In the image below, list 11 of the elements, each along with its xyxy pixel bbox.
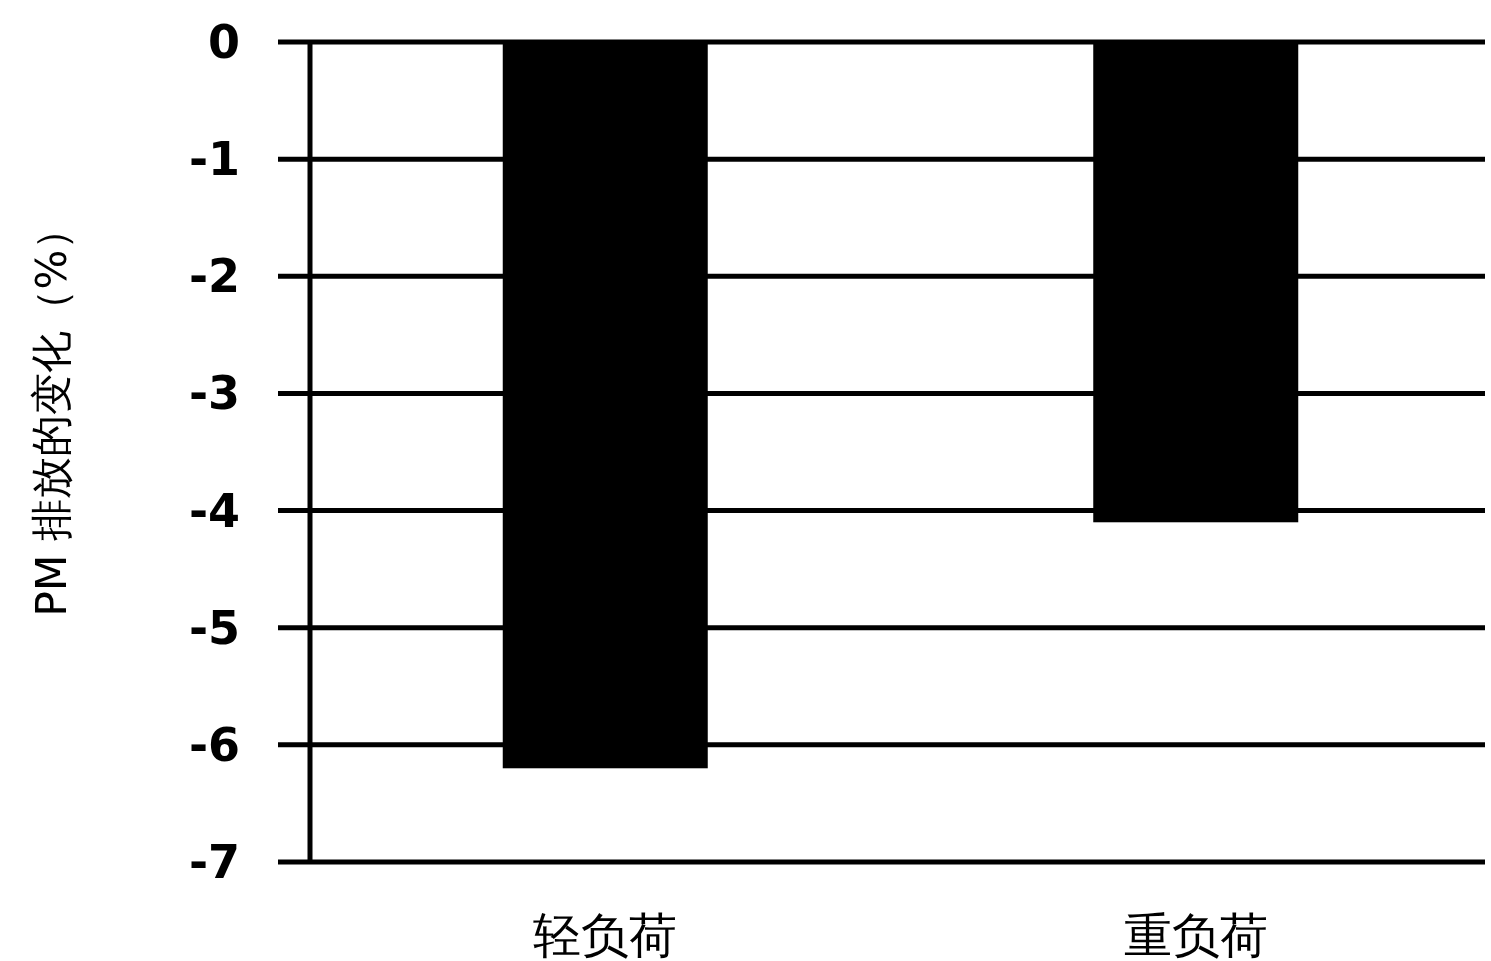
y-tick-label: -3	[188, 366, 240, 421]
y-tick-label: -5	[188, 600, 240, 655]
y-tick-label: -4	[188, 483, 240, 538]
y-tick-label: -1	[188, 132, 240, 187]
y-tick-label: -6	[188, 717, 240, 772]
y-tick-label: -2	[188, 249, 240, 304]
x-tick-label: 轻负荷	[533, 907, 678, 961]
y-tick-label: -7	[188, 835, 240, 889]
y-tick-label: 0	[207, 15, 240, 69]
x-tick-label: 重负荷	[1123, 907, 1268, 961]
y-axis-title: PM 排放的变化（%）	[27, 207, 76, 617]
